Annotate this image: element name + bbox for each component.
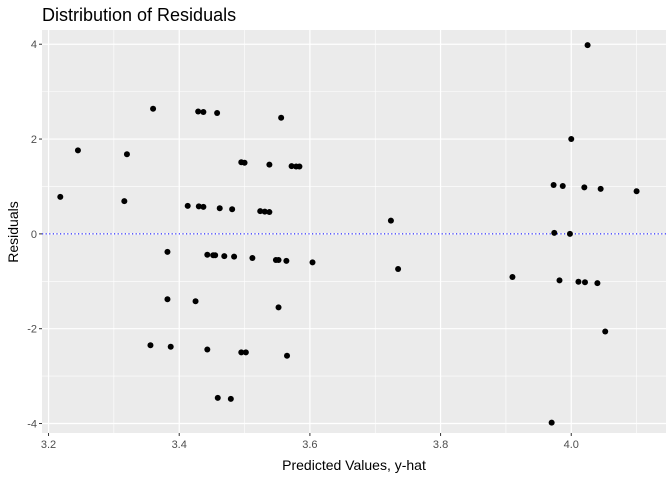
data-point [548,419,555,426]
data-point [278,114,285,121]
data-point [200,203,207,210]
data-point [266,161,273,168]
data-point [221,253,228,260]
data-point [566,230,573,237]
data-point [216,205,223,212]
data-point [284,352,291,359]
data-point [147,342,154,349]
data-point [551,229,558,236]
data-point [204,251,211,258]
x-tick-label: 3.6 [302,439,317,451]
data-point [556,277,563,284]
data-point [229,206,236,213]
data-point [167,343,174,350]
y-tick-label: 0 [31,229,37,241]
data-point [275,304,282,311]
data-point [195,108,202,115]
y-tick-label: 2 [31,134,37,146]
data-point [164,248,171,255]
x-tick-label: 3.2 [41,439,56,451]
data-point [633,188,640,195]
data-point [550,182,557,189]
data-point [121,198,128,205]
data-point [283,257,290,264]
data-point [575,278,582,285]
data-point [164,296,171,303]
y-axis-title: Residuals [5,201,21,262]
data-point [214,394,221,401]
data-point [275,256,282,263]
x-axis-title: Predicted Values, y-hat [282,457,426,473]
data-point [227,395,234,402]
chart-title: Distribution of Residuals [42,5,236,25]
data-point [200,109,207,116]
x-tick-label: 3.4 [172,439,187,451]
data-point [241,159,248,166]
grid-minor [42,30,666,433]
data-point [195,203,202,210]
data-point [238,349,245,356]
plot-panel [42,30,666,433]
data-point [559,182,566,189]
y-tick-label: -2 [27,324,37,336]
y-axis-ticks: -4 -2 0 2 4 [27,39,42,431]
data-point [214,109,221,116]
data-point [296,163,303,170]
data-point [568,136,575,143]
data-point [395,265,402,272]
data-point [242,349,249,356]
data-point [123,151,130,158]
data-point [597,185,604,192]
data-point [581,279,588,286]
data-point [309,259,316,266]
data-points [57,42,640,426]
data-point [261,208,268,215]
data-point [57,193,64,200]
x-axis-ticks: 3.2 3.4 3.6 3.8 4.0 [41,433,579,451]
x-tick-label: 4.0 [564,439,579,451]
y-tick-label: 4 [31,39,37,51]
data-point [387,217,394,224]
data-point [192,298,199,305]
data-point [266,209,273,216]
data-point [184,202,191,209]
y-tick-label: -4 [27,419,37,431]
x-tick-label: 3.8 [433,439,448,451]
data-point [204,346,211,353]
data-point [257,208,264,215]
data-point [212,252,219,259]
data-point [602,328,609,335]
data-point [509,274,516,281]
data-point [594,280,601,287]
data-point [249,255,256,262]
data-point [584,42,591,49]
data-point [150,105,157,112]
data-point [74,147,81,154]
data-point [581,184,588,191]
data-point [288,163,295,170]
data-point [231,253,238,260]
